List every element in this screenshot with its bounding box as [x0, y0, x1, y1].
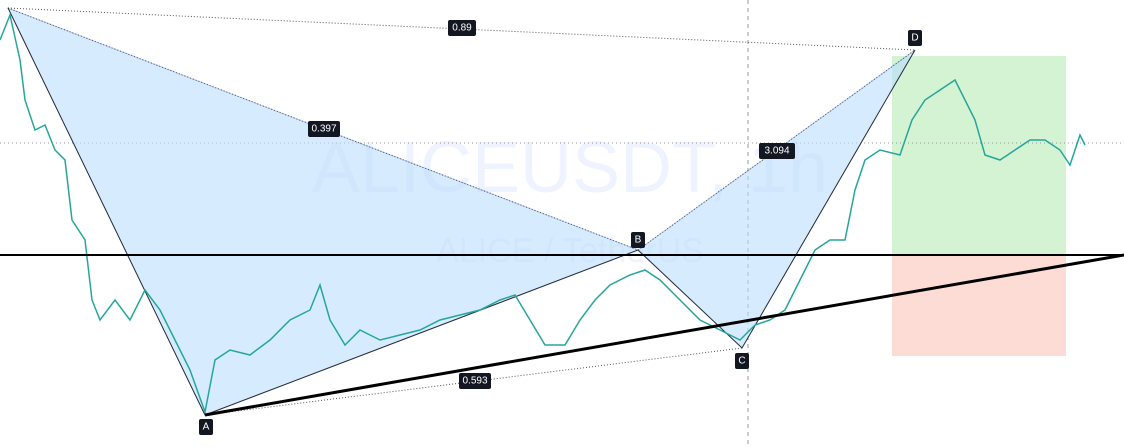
ratio-label: 3.094 — [759, 143, 795, 159]
point-label: A — [199, 419, 213, 435]
label-text: 3.094 — [764, 146, 789, 157]
label-text: 0.89 — [452, 23, 472, 34]
label-text: C — [738, 356, 745, 367]
trendline — [204, 253, 1124, 417]
pattern-xab — [6, 7, 640, 416]
label-text: D — [911, 33, 918, 44]
point-label: C — [735, 353, 749, 369]
pattern-legs — [7, 7, 916, 416]
ratio-label: 0.397 — [308, 121, 340, 137]
label-text: 0.397 — [311, 124, 336, 135]
point-label: B — [631, 232, 645, 248]
ratio-label: 0.89 — [448, 20, 476, 36]
price-line — [0, 12, 1086, 415]
label-text: B — [635, 235, 642, 246]
loss-zone — [892, 255, 1066, 356]
point-label: D — [908, 30, 922, 46]
ratio-label: 0.593 — [459, 373, 491, 389]
label-text: 0.593 — [462, 376, 487, 387]
profit-zone — [892, 56, 1066, 255]
label-text: A — [203, 422, 210, 433]
